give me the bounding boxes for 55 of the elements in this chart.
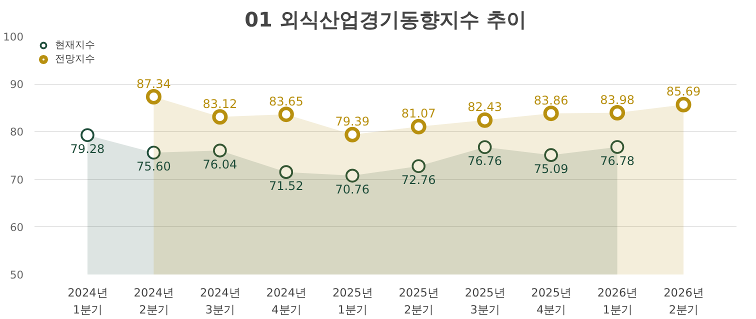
point xyxy=(213,144,227,158)
x-tick-label: 2024년 4분기 xyxy=(266,286,306,316)
y-tick-label: 60 xyxy=(10,220,24,234)
data-label: 83.12 xyxy=(202,96,238,111)
x-tick-label: 2025년 3분기 xyxy=(464,286,505,316)
point xyxy=(345,168,360,183)
data-label: 79.28 xyxy=(70,142,105,156)
point xyxy=(279,165,294,179)
data-label: 81.07 xyxy=(401,106,436,121)
data-label: 87.34 xyxy=(136,76,171,91)
data-label: 83.86 xyxy=(534,93,568,108)
point xyxy=(544,148,558,162)
y-tick-label: 80 xyxy=(10,126,24,139)
data-label: 83.65 xyxy=(268,94,304,108)
y-tick-label: 100 xyxy=(3,30,24,44)
data-label: 75.60 xyxy=(136,160,171,174)
data-label: 76.04 xyxy=(202,158,238,172)
x-tick-label: 2024년 1분기 xyxy=(68,286,108,316)
data-label: 82.43 xyxy=(468,100,502,114)
legend-label: 전망지수 xyxy=(55,53,95,66)
x-tick-label: 2026년 1분기 xyxy=(597,286,638,316)
data-label: 70.76 xyxy=(335,182,370,197)
x-tick-label: 2024년 3분기 xyxy=(200,286,240,316)
point xyxy=(477,112,493,128)
point xyxy=(610,140,624,154)
point xyxy=(80,128,94,142)
point xyxy=(344,126,360,142)
data-label: 75.09 xyxy=(534,162,568,176)
data-label: 83.98 xyxy=(600,92,634,107)
chart-title: 01 외식산업경기동향지수 추이 xyxy=(244,8,526,32)
point xyxy=(146,89,162,104)
point xyxy=(410,118,426,134)
point xyxy=(278,106,294,122)
point xyxy=(146,146,161,160)
point xyxy=(478,140,492,154)
legend-label: 현재지수 xyxy=(55,39,95,52)
y-tick-label: 50 xyxy=(10,268,24,282)
data-label: 85.69 xyxy=(666,84,701,99)
x-tick-label: 2025년 2분기 xyxy=(398,286,439,316)
point xyxy=(676,96,692,112)
point xyxy=(610,105,626,120)
data-label: 72.76 xyxy=(401,173,436,188)
data-label: 76.76 xyxy=(468,154,502,168)
y-tick-label: 70 xyxy=(10,173,24,186)
data-label: 79.39 xyxy=(335,114,370,129)
x-tick-label: 2025년 1분기 xyxy=(332,286,372,316)
point xyxy=(412,159,426,174)
x-tick-label: 2025년 4분기 xyxy=(531,286,571,316)
data-label: 71.52 xyxy=(268,179,304,194)
data-label: 76.78 xyxy=(600,154,634,168)
point xyxy=(543,106,559,122)
point xyxy=(212,109,228,125)
y-tick-label: 90 xyxy=(10,78,24,92)
x-tick-label: 2024년 2분기 xyxy=(134,286,174,316)
x-tick-label: 2026년 2분기 xyxy=(664,286,704,316)
